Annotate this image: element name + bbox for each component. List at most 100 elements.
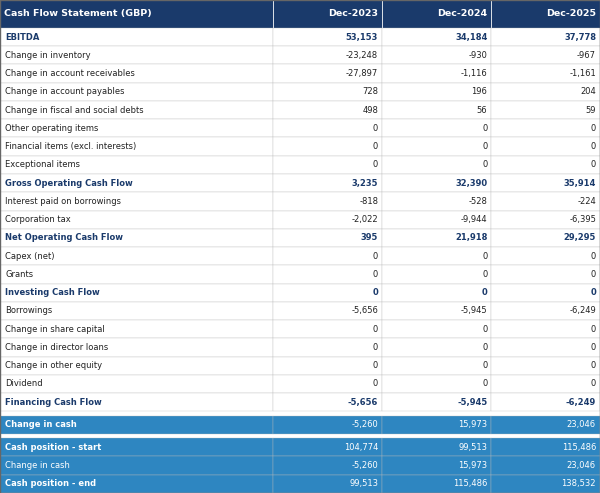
Bar — [0, 247, 273, 265]
Text: Borrowings: Borrowings — [5, 307, 52, 316]
Text: -930: -930 — [469, 51, 487, 60]
Bar — [0, 356, 273, 375]
Bar — [382, 457, 491, 475]
Text: Dividend: Dividend — [5, 380, 43, 388]
Bar — [0, 283, 273, 302]
Bar — [0, 475, 273, 493]
Text: 0: 0 — [591, 380, 596, 388]
Bar — [273, 247, 382, 265]
Bar — [0, 438, 273, 457]
Bar — [491, 46, 600, 65]
Bar — [491, 320, 600, 338]
Text: 0: 0 — [373, 270, 378, 279]
Bar — [273, 46, 382, 65]
Text: Change in account receivables: Change in account receivables — [5, 69, 135, 78]
Text: 15,973: 15,973 — [458, 421, 487, 429]
Bar — [491, 138, 600, 156]
Text: 204: 204 — [580, 87, 596, 96]
Text: Dec-2024: Dec-2024 — [437, 9, 487, 18]
Bar — [382, 338, 491, 356]
Bar — [273, 156, 382, 174]
Bar — [273, 65, 382, 83]
Bar — [0, 83, 273, 101]
Text: Gross Operating Cash Flow: Gross Operating Cash Flow — [5, 178, 133, 188]
Bar — [0, 265, 273, 283]
Text: 53,153: 53,153 — [346, 33, 378, 41]
Text: 56: 56 — [477, 106, 487, 114]
Bar — [0, 393, 273, 411]
Bar — [0, 192, 273, 211]
Text: 728: 728 — [362, 87, 378, 96]
Text: 0: 0 — [591, 251, 596, 261]
Text: 0: 0 — [591, 325, 596, 334]
Bar — [491, 393, 600, 411]
Bar — [0, 211, 273, 229]
Bar — [382, 265, 491, 283]
Bar — [273, 302, 382, 320]
Text: Change in account payables: Change in account payables — [5, 87, 125, 96]
Text: 395: 395 — [361, 233, 378, 243]
Bar — [382, 475, 491, 493]
Bar — [382, 247, 491, 265]
Text: EBITDA: EBITDA — [5, 33, 40, 41]
Bar — [273, 283, 382, 302]
Bar — [0, 0, 273, 28]
Text: 0: 0 — [373, 325, 378, 334]
Bar — [382, 65, 491, 83]
Bar — [491, 457, 600, 475]
Bar — [382, 138, 491, 156]
Text: 0: 0 — [591, 343, 596, 352]
Text: 15,973: 15,973 — [458, 461, 487, 470]
Text: Financial items (excl. interests): Financial items (excl. interests) — [5, 142, 136, 151]
Text: Capex (net): Capex (net) — [5, 251, 55, 261]
Text: 0: 0 — [373, 160, 378, 170]
Bar — [0, 101, 273, 119]
Bar — [0, 416, 273, 434]
Text: Cash Flow Statement (GBP): Cash Flow Statement (GBP) — [4, 9, 152, 18]
Text: 104,774: 104,774 — [344, 443, 378, 452]
Text: 23,046: 23,046 — [567, 461, 596, 470]
Bar — [273, 0, 382, 28]
Bar — [382, 101, 491, 119]
Bar — [273, 28, 382, 46]
Bar — [491, 192, 600, 211]
Bar — [382, 393, 491, 411]
Bar — [491, 0, 600, 28]
Bar — [0, 320, 273, 338]
Bar — [0, 229, 273, 247]
Text: 498: 498 — [362, 106, 378, 114]
Bar — [382, 211, 491, 229]
Text: 99,513: 99,513 — [349, 479, 378, 489]
Text: 32,390: 32,390 — [455, 178, 487, 188]
Text: 21,918: 21,918 — [455, 233, 487, 243]
Bar — [491, 174, 600, 192]
Text: 3,235: 3,235 — [352, 178, 378, 188]
Text: Change in other equity: Change in other equity — [5, 361, 102, 370]
Bar — [0, 375, 273, 393]
Bar — [273, 393, 382, 411]
Bar — [491, 211, 600, 229]
Text: -1,116: -1,116 — [461, 69, 487, 78]
Bar — [382, 192, 491, 211]
Text: 0: 0 — [373, 380, 378, 388]
Bar — [0, 338, 273, 356]
Bar — [491, 475, 600, 493]
Bar — [273, 457, 382, 475]
Bar — [382, 28, 491, 46]
Text: 0: 0 — [482, 325, 487, 334]
Bar — [0, 65, 273, 83]
Text: Change in cash: Change in cash — [5, 461, 70, 470]
Text: -224: -224 — [577, 197, 596, 206]
Text: 0: 0 — [482, 343, 487, 352]
Text: 0: 0 — [591, 361, 596, 370]
Bar — [491, 283, 600, 302]
Bar — [491, 83, 600, 101]
Bar — [382, 356, 491, 375]
Text: 23,046: 23,046 — [567, 421, 596, 429]
Bar — [273, 438, 382, 457]
Bar — [382, 156, 491, 174]
Text: Grants: Grants — [5, 270, 33, 279]
Text: Dec-2023: Dec-2023 — [328, 9, 378, 18]
Text: 0: 0 — [373, 142, 378, 151]
Bar — [0, 138, 273, 156]
